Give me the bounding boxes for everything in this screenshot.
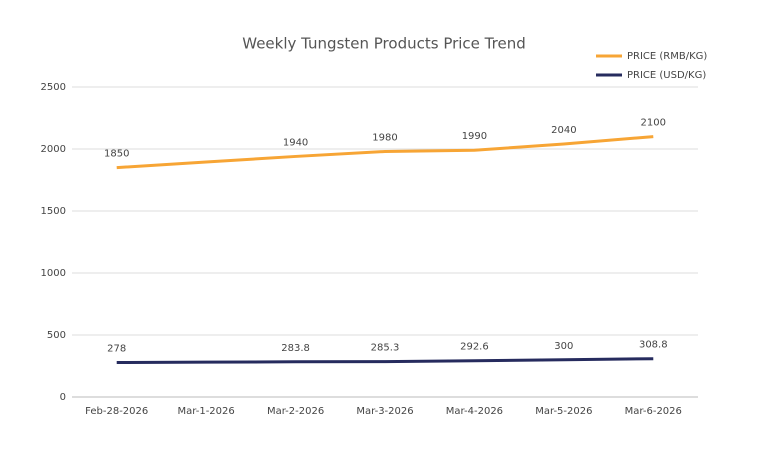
legend-label: PRICE (USD/KG) — [627, 70, 706, 81]
y-tick-label: 2500 — [41, 82, 66, 93]
y-tick-label: 1000 — [41, 268, 66, 279]
y-tick-label: 2000 — [41, 144, 66, 155]
x-tick-label: Mar-3-2026 — [356, 406, 413, 417]
data-label: 278 — [107, 344, 126, 355]
y-tick-label: 1500 — [41, 206, 66, 217]
y-tick-label: 0 — [60, 392, 66, 403]
data-label: 2040 — [551, 125, 576, 136]
data-label: 292.6 — [460, 342, 489, 353]
series-line — [116, 357, 654, 365]
data-label: 285.3 — [371, 343, 400, 354]
data-label: 1980 — [372, 132, 397, 143]
data-label: 308.8 — [639, 340, 668, 351]
data-label: 2100 — [641, 118, 666, 129]
data-label: 1990 — [462, 131, 487, 142]
x-tick-label: Mar-1-2026 — [178, 406, 235, 417]
x-tick-label: Mar-6-2026 — [625, 406, 682, 417]
data-label: 300 — [554, 341, 573, 352]
legend-label: PRICE (RMB/KG) — [627, 51, 707, 62]
chart-title: Weekly Tungsten Products Price Trend — [242, 35, 525, 53]
x-tick-label: Mar-4-2026 — [446, 406, 503, 417]
data-label: 1850 — [104, 149, 129, 160]
series-line — [116, 135, 654, 170]
y-tick-label: 500 — [47, 330, 66, 341]
x-tick-label: Feb-28-2026 — [85, 406, 148, 417]
data-label: 1940 — [283, 137, 308, 148]
x-tick-label: Mar-2-2026 — [267, 406, 324, 417]
x-tick-label: Mar-5-2026 — [535, 406, 592, 417]
data-label: 283.8 — [281, 343, 310, 354]
